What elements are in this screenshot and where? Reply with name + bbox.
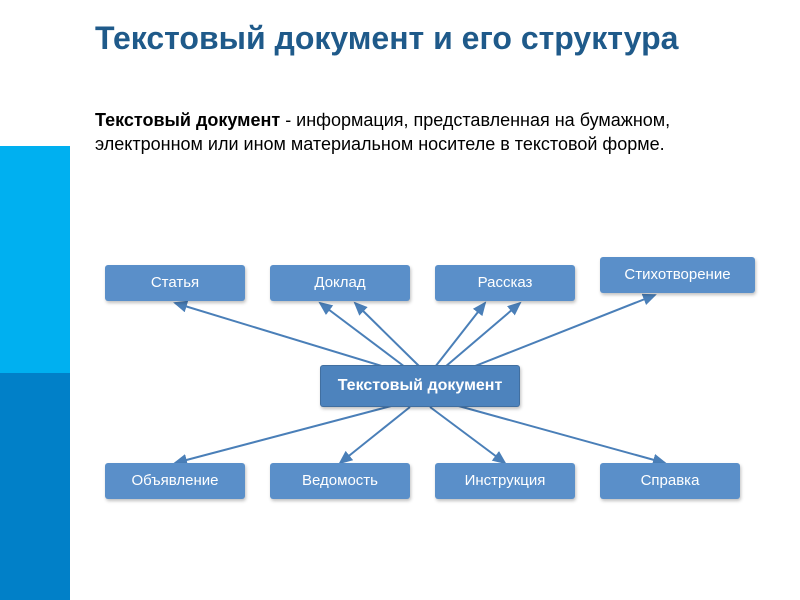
diagram-node-top: Статья	[105, 265, 245, 301]
left-accent-bar	[0, 0, 70, 600]
sidebar-top-spacer	[0, 0, 70, 146]
diagram-arrow	[175, 405, 395, 463]
diagram-arrow	[175, 303, 395, 370]
diagram-node-top: Стихотворение	[600, 257, 755, 293]
definition-text: Текстовый документ - информация, предста…	[95, 108, 735, 157]
diagram-arrow	[445, 303, 520, 367]
diagram-node-bottom: Справка	[600, 463, 740, 499]
diagram-node-bottom: Инструкция	[435, 463, 575, 499]
diagram-node-bottom: Ведомость	[270, 463, 410, 499]
diagram-node-top: Доклад	[270, 265, 410, 301]
sidebar-band-dark	[0, 373, 70, 600]
diagram-arrow	[430, 407, 505, 463]
diagram-arrow	[320, 303, 405, 367]
diagram-node-top: Рассказ	[435, 265, 575, 301]
page-title: Текстовый документ и его структура	[95, 20, 678, 57]
diagram-arrow	[355, 303, 420, 367]
diagram-center-node: Текстовый документ	[320, 365, 520, 407]
diagram-arrow	[465, 295, 655, 370]
concept-diagram: СтатьяДокладРассказСтихотворениеТекстовы…	[95, 265, 765, 515]
diagram-arrow	[455, 405, 665, 463]
diagram-arrow	[340, 407, 410, 463]
diagram-node-bottom: Объявление	[105, 463, 245, 499]
diagram-arrow	[435, 303, 485, 367]
sidebar-band-light	[0, 146, 70, 373]
definition-term: Текстовый документ	[95, 110, 280, 130]
